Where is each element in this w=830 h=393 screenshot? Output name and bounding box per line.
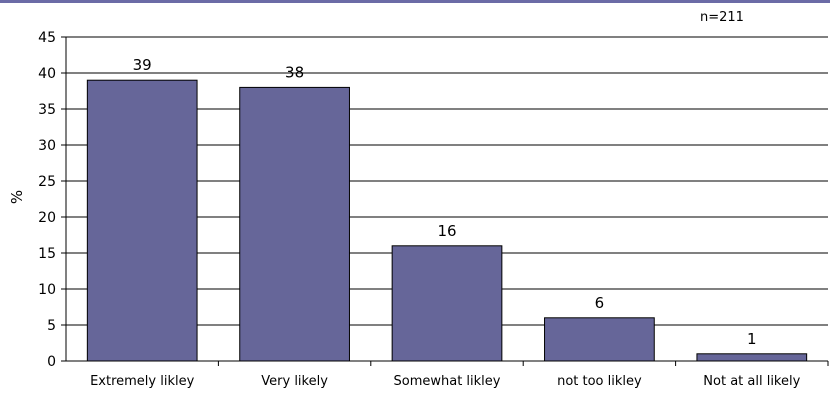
sample-size-note: n=211 <box>700 10 744 25</box>
y-tick-label: 0 <box>47 354 56 370</box>
y-axis-label: % <box>8 190 26 204</box>
bar <box>86 79 198 362</box>
bar <box>544 317 655 362</box>
axes <box>61 36 829 366</box>
y-tick-label: 30 <box>38 138 56 154</box>
category-label: Somewhat likley <box>394 374 501 389</box>
bar <box>391 245 503 362</box>
data-label: 39 <box>133 56 152 74</box>
y-tick-label: 5 <box>47 318 56 334</box>
data-label: 6 <box>595 294 605 312</box>
data-labels: 39 38 16 6 1 <box>133 56 757 348</box>
top-rule <box>0 0 830 3</box>
y-tick-labels: 0 5 10 15 20 25 30 35 40 45 <box>38 30 56 370</box>
y-tick-label: 20 <box>38 210 56 226</box>
category-label: Very likely <box>261 374 328 389</box>
data-label: 16 <box>437 222 456 240</box>
category-label: not too likley <box>557 374 642 389</box>
data-label: 38 <box>285 63 304 81</box>
bar <box>239 86 350 362</box>
bars <box>86 79 808 362</box>
bar <box>696 353 808 362</box>
data-label: 1 <box>747 330 757 348</box>
y-tick-label: 10 <box>38 282 56 298</box>
category-label: Not at all likely <box>703 374 800 389</box>
y-tick-label: 15 <box>38 246 56 262</box>
x-category-labels: Extremely likley Very likely Somewhat likl… <box>90 374 801 389</box>
y-tick-label: 25 <box>38 174 56 190</box>
category-label: Extremely likley <box>90 374 195 389</box>
y-tick-label: 35 <box>38 102 56 118</box>
y-tick-label: 40 <box>38 66 56 82</box>
y-tick-label: 45 <box>38 30 56 46</box>
